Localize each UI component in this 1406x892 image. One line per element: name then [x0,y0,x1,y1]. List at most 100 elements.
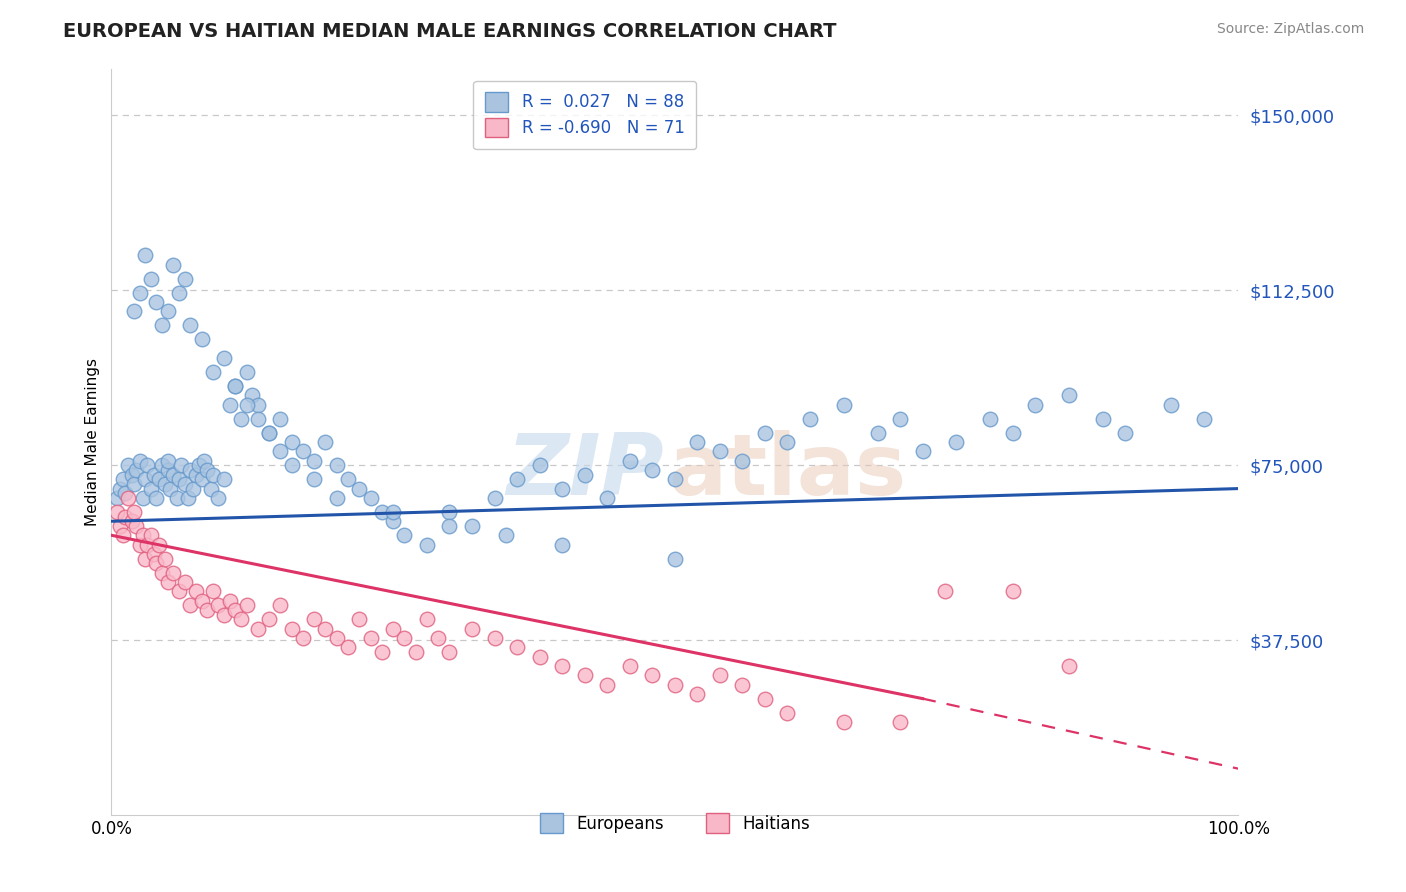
Point [218,593,240,607]
Point [257,425,280,440]
Point [291,631,314,645]
Point [121,467,143,482]
Point [166,491,188,505]
Point [686,687,709,701]
Point [596,491,619,505]
Point [114,509,136,524]
Point [1001,425,1024,440]
Point [235,599,257,613]
Point [201,584,224,599]
Point [326,458,349,473]
Point [229,612,252,626]
Point [427,631,450,645]
Point [212,351,235,365]
Point [439,505,461,519]
Point [212,607,235,622]
Point [832,714,855,729]
Point [134,472,156,486]
Point [125,519,148,533]
Point [302,612,325,626]
Point [207,599,229,613]
Point [754,691,776,706]
Point [162,467,184,482]
Point [416,538,439,552]
Point [551,482,574,496]
Point [461,519,484,533]
Point [506,640,529,655]
Point [529,458,551,473]
Point [150,458,173,473]
Point [122,477,145,491]
Point [326,491,349,505]
Point [1057,659,1080,673]
Point [1194,411,1216,425]
Point [799,411,821,425]
Point [114,486,136,500]
Point [315,434,337,449]
Point [134,248,156,262]
Point [173,574,195,589]
Point [934,584,956,599]
Point [148,472,170,486]
Point [143,467,166,482]
Point [551,538,574,552]
Point [117,491,139,505]
Point [302,472,325,486]
Point [360,491,382,505]
Point [1001,584,1024,599]
Point [754,425,776,440]
Point [439,519,461,533]
Point [143,547,166,561]
Point [416,612,439,626]
Point [128,453,150,467]
Point [257,612,280,626]
Point [162,258,184,272]
Point [269,411,291,425]
Point [150,318,173,333]
Point [337,640,360,655]
Point [128,285,150,300]
Point [269,599,291,613]
Point [181,482,204,496]
Point [235,365,257,379]
Point [212,472,235,486]
Text: atlas: atlas [668,430,907,513]
Point [1091,411,1114,425]
Point [574,668,596,682]
Point [889,411,911,425]
Point [224,603,246,617]
Point [349,612,371,626]
Point [224,379,246,393]
Point [1057,388,1080,402]
Point [664,551,686,566]
Point [371,505,394,519]
Point [156,574,179,589]
Point [110,482,132,496]
Point [382,505,405,519]
Point [405,645,427,659]
Point [145,294,167,309]
Point [664,472,686,486]
Point [190,593,212,607]
Point [280,434,302,449]
Point [641,668,664,682]
Point [155,477,177,491]
Point [177,491,200,505]
Point [105,491,128,505]
Point [641,463,664,477]
Point [156,463,179,477]
Point [136,538,159,552]
Point [122,505,145,519]
Point [1160,398,1182,412]
Point [280,622,302,636]
Point [201,365,224,379]
Point [1114,425,1136,440]
Point [709,668,731,682]
Point [190,472,212,486]
Point [337,472,360,486]
Point [207,491,229,505]
Point [709,444,731,458]
Point [461,622,484,636]
Legend: Europeans, Haitians: Europeans, Haitians [527,802,821,845]
Point [619,659,641,673]
